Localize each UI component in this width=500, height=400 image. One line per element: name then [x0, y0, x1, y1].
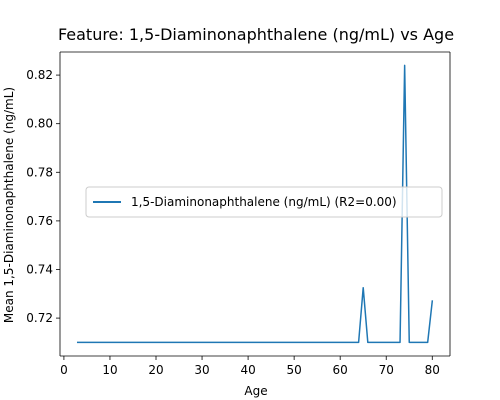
- x-tick-label: 70: [379, 363, 394, 377]
- x-tick-label: 40: [240, 363, 255, 377]
- x-tick-label: 60: [333, 363, 348, 377]
- x-tick-label: 30: [194, 363, 209, 377]
- x-tick-label: 50: [286, 363, 301, 377]
- x-tick-label: 0: [60, 363, 68, 377]
- x-tick-label: 20: [148, 363, 163, 377]
- y-axis-label: Mean 1,5-Diaminonaphthalene (ng/mL): [2, 87, 16, 323]
- series-line-0: [76, 64, 434, 344]
- y-tick-label: 0.80: [26, 117, 53, 131]
- legend-box: [85, 186, 443, 218]
- y-tick-label: 0.72: [26, 311, 53, 325]
- chart-title: Feature: 1,5-Diaminonaphthalene (ng/mL) …: [58, 25, 454, 44]
- axes-spines: [59, 51, 451, 357]
- x-tick-label: 10: [102, 363, 117, 377]
- y-tick-label: 0.82: [26, 68, 53, 82]
- series-layer: [76, 64, 434, 344]
- y-tick-label: 0.76: [26, 214, 53, 228]
- x-axis-ticks: 0 10 20 30 40 50 60 70 80: [60, 356, 440, 377]
- legend-entry-label: 1,5-Diaminonaphthalene (ng/mL) (R2=0.00): [131, 195, 397, 209]
- y-axis-ticks: 0.72 0.74 0.76 0.78 0.80 0.82: [26, 68, 60, 325]
- legend: 1,5-Diaminonaphthalene (ng/mL) (R2=0.00): [85, 186, 443, 218]
- y-tick-label: 0.78: [26, 165, 53, 179]
- x-tick-label: 80: [425, 363, 440, 377]
- y-tick-label: 0.74: [26, 262, 53, 276]
- x-axis-label: Age: [244, 384, 267, 398]
